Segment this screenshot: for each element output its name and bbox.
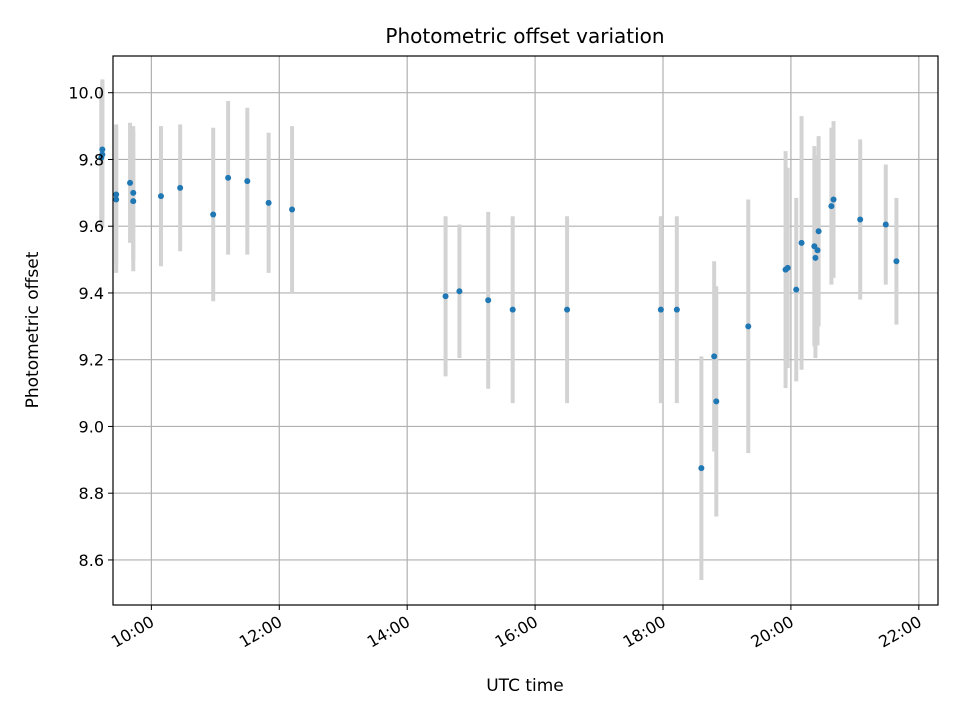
data-point [442, 293, 449, 300]
chart-title: Photometric offset variation [385, 24, 664, 48]
y-tick-label: 10.0 [68, 84, 104, 103]
data-point [210, 211, 217, 218]
data-points [98, 146, 900, 472]
data-point [289, 206, 296, 213]
plot-frame [112, 55, 939, 606]
data-point [265, 199, 272, 206]
data-point [711, 353, 718, 360]
data-point [673, 306, 680, 313]
data-point [225, 174, 232, 181]
data-point [113, 191, 120, 198]
y-tick-label: 9.6 [79, 217, 104, 236]
data-point [882, 221, 889, 228]
data-point [698, 465, 705, 472]
data-point [485, 297, 492, 304]
data-point [798, 239, 805, 246]
data-point [456, 288, 463, 295]
data-point [657, 306, 664, 313]
data-point [828, 203, 835, 210]
data-point [113, 196, 120, 203]
data-point [812, 254, 819, 261]
data-point [99, 146, 106, 153]
data-point [713, 398, 720, 405]
y-tick-label: 9.8 [79, 150, 104, 169]
data-point [815, 228, 822, 235]
data-point [99, 151, 106, 158]
y-tick-label: 9.0 [79, 417, 104, 436]
y-tick-label: 9.4 [79, 284, 104, 303]
data-point [857, 216, 864, 223]
data-point [157, 193, 164, 200]
y-tick-label: 8.8 [79, 484, 104, 503]
data-point [784, 264, 791, 271]
data-point [127, 179, 134, 186]
data-point [814, 247, 821, 254]
data-point [130, 198, 137, 205]
data-point [793, 286, 800, 293]
y-axis-label: Photometric offset [23, 251, 43, 408]
data-point [830, 196, 837, 203]
data-point [811, 243, 818, 250]
y-axis-ticks: 8.6 8.8 9.0 9.2 9.4 9.6 9.8 10.0 [68, 84, 113, 570]
data-point [130, 189, 137, 196]
data-point [244, 178, 251, 185]
y-tick-label: 8.6 [79, 551, 104, 570]
x-axis-label: UTC time [486, 676, 564, 696]
data-point [177, 184, 184, 191]
data-point [509, 306, 516, 313]
data-point [893, 258, 900, 265]
data-point [564, 306, 571, 313]
y-tick-label: 9.2 [79, 351, 104, 370]
data-point [745, 323, 752, 330]
